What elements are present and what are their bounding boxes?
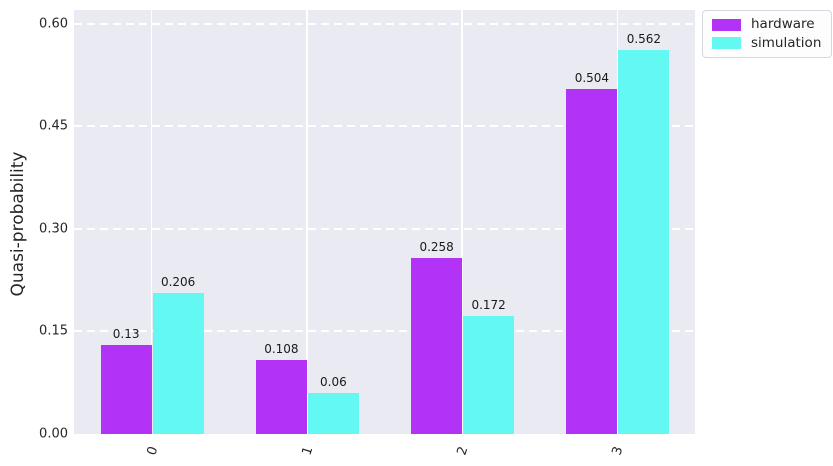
bar-simulation-3 xyxy=(618,49,670,434)
bar-value-label-simulation-1: 0.06 xyxy=(320,374,347,389)
y-tick-label-0.00: 0.00 xyxy=(39,426,68,442)
bar-value-label-hardware-2: 0.258 xyxy=(419,239,454,254)
bar-hardware-2 xyxy=(411,257,463,434)
gridline-x-1 xyxy=(306,10,308,434)
bar-hardware-3 xyxy=(566,89,618,434)
legend-swatch-hardware xyxy=(712,18,741,31)
gridline-y-0.60 xyxy=(74,22,695,25)
legend-item-hardware: hardware xyxy=(712,16,821,32)
x-tick-label-2: 2 xyxy=(454,444,472,458)
bar-simulation-0 xyxy=(152,293,204,434)
gridline-y-0.15 xyxy=(74,330,695,333)
bar-hardware-1 xyxy=(255,360,307,434)
x-tick-label-3: 3 xyxy=(609,444,627,458)
bar-value-label-simulation-0: 0.206 xyxy=(160,275,196,290)
legend: hardware simulation xyxy=(702,10,833,58)
bar-simulation-1 xyxy=(307,392,359,434)
y-tick-label-0.45: 0.45 xyxy=(39,118,68,134)
legend-label-hardware: hardware xyxy=(751,16,815,32)
legend-swatch-simulation xyxy=(712,37,741,50)
bar-simulation-2 xyxy=(463,316,515,434)
bar-hardware-0 xyxy=(100,345,152,434)
y-tick-label-0.15: 0.15 xyxy=(39,323,68,339)
gridline-x-2 xyxy=(461,10,463,434)
plot-area: 0.13 0.108 0.258 0.504 0.206 0.06 0.172 0.562 xyxy=(74,10,695,434)
bar-value-label-simulation-2: 0.172 xyxy=(471,298,506,313)
bar-value-label-simulation-3: 0.562 xyxy=(626,31,662,46)
x-tick-label-1: 1 xyxy=(299,444,317,458)
y-tick-label-0.60: 0.60 xyxy=(39,16,68,32)
gridline-y-0.45 xyxy=(74,125,695,128)
bar-value-label-hardware-3: 0.504 xyxy=(574,71,610,86)
x-tick-label-0: 0 xyxy=(144,444,162,458)
legend-label-simulation: simulation xyxy=(751,34,822,51)
bar-value-label-hardware-0: 0.13 xyxy=(112,327,140,342)
y-tick-label-0.30: 0.30 xyxy=(39,221,68,237)
gridline-y-0.30 xyxy=(74,227,695,230)
gridline-x-0 xyxy=(150,10,153,434)
legend-item-simulation: simulation xyxy=(712,34,822,51)
bar-value-label-hardware-1: 0.108 xyxy=(264,342,299,357)
